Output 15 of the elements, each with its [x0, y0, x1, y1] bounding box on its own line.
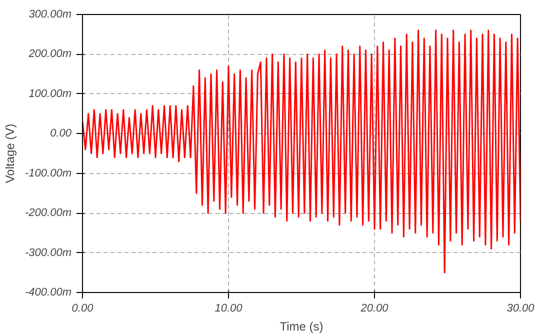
y-tick-label: 100.00m	[28, 88, 72, 100]
x-tick-label: 20.00	[360, 302, 390, 314]
y-tick-label: 200.00m	[28, 48, 72, 60]
x-axis-title: Time (s)	[280, 320, 324, 334]
line-series	[82, 30, 520, 274]
y-tick-label: 0.00	[50, 128, 72, 140]
x-tick-label: 10.00	[214, 302, 244, 314]
x-tick-label: 30.00	[506, 302, 536, 314]
y-tick-label: -400.00m	[25, 286, 72, 298]
y-tick-label: 300.00m	[28, 8, 72, 20]
y-axis-title: Voltage (V)	[3, 124, 18, 184]
y-tick-label: -200.00m	[25, 207, 72, 220]
y-tick-label: -300.00m	[25, 246, 72, 259]
x-tick-label: 0.00	[72, 302, 94, 314]
y-tick-label: -100.00m	[25, 167, 72, 180]
